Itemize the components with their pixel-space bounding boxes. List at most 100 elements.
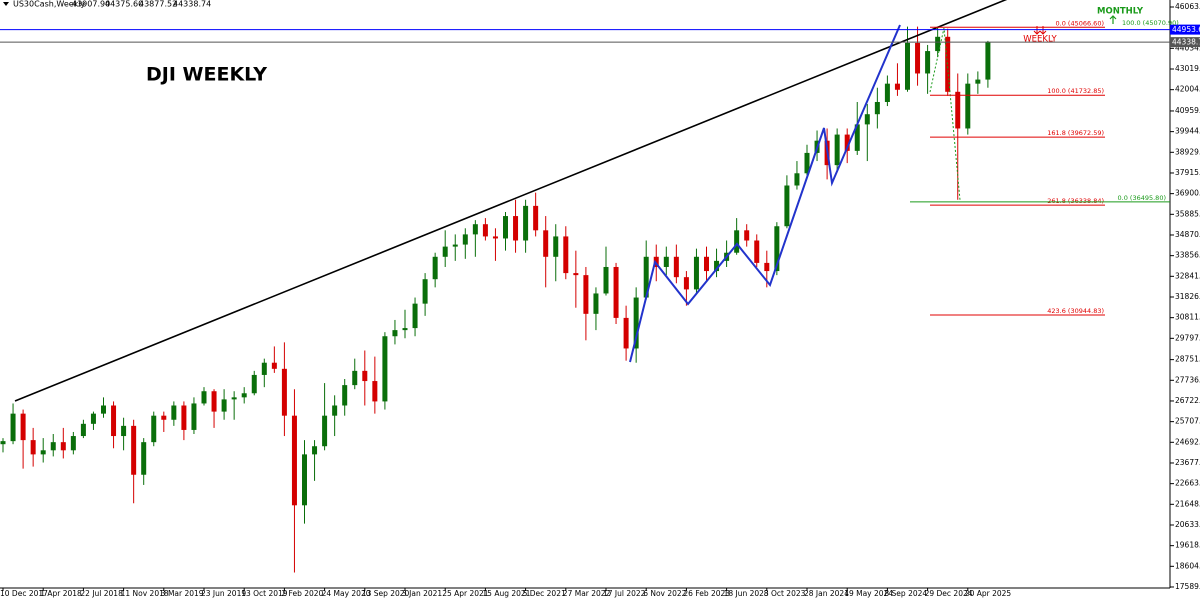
candle-body [864, 114, 870, 125]
y-tick-label: 36900.35 [1175, 189, 1200, 198]
candle-body [955, 91, 961, 129]
candle-body [80, 423, 86, 437]
candle-body [131, 425, 137, 475]
candle-body [573, 273, 579, 276]
y-tick-label: 34870.85 [1175, 230, 1200, 239]
candle-body [402, 328, 408, 331]
candle-body [583, 275, 589, 314]
candle-body [894, 83, 900, 90]
price-box-label: 44953.69 [1172, 25, 1200, 34]
price-box [1170, 24, 1200, 35]
y-tick-label: 44034.35 [1175, 43, 1200, 52]
x-tick-label: 10 Dec 2017 [0, 589, 48, 598]
y-tick-label: 28751.60 [1175, 355, 1200, 364]
candle-body [0, 441, 6, 445]
x-tick-label: 11 Nov 2018 [121, 589, 169, 598]
candle-body [251, 374, 257, 394]
candle-body [704, 256, 709, 272]
candle-body [804, 152, 810, 174]
y-tick-label: 31826.60 [1175, 292, 1200, 301]
header-value: 44338.74 [173, 0, 211, 9]
y-tick-label: 23677.85 [1175, 458, 1200, 467]
candle-body [543, 230, 549, 257]
candle-body [302, 454, 307, 506]
candle-body [312, 446, 318, 455]
x-tick-label: 17 Jul 2022 [603, 589, 646, 598]
y-tick-label: 33856.10 [1175, 251, 1200, 260]
candle-body [332, 405, 338, 416]
candle-body [553, 236, 559, 257]
candle-body [482, 224, 488, 237]
x-tick-label: 27 Mar 2022 [563, 589, 611, 598]
fib-label: 0.0 (45066.60) [1056, 19, 1105, 27]
candle-body [462, 234, 468, 245]
candle-body [382, 336, 388, 402]
candle-body [925, 51, 931, 74]
x-tick-label: 8 Sep 2024 [884, 589, 927, 598]
x-tick-label: 3 Mar 2019 [161, 589, 204, 598]
candle-body [965, 83, 971, 129]
candle-body [472, 224, 478, 235]
candle-body [432, 256, 438, 280]
y-tick-label: 43019.60 [1175, 64, 1200, 73]
candle-body [975, 79, 981, 84]
header-value: 43877.52 [139, 0, 177, 9]
candle-body [663, 256, 669, 267]
x-tick-label: 2 Feb 2020 [281, 589, 323, 598]
candle-body [874, 101, 880, 115]
candle-body [513, 216, 519, 241]
candle-body [503, 216, 508, 239]
candle-body [241, 393, 247, 398]
candle-body [945, 36, 951, 92]
candle-body [151, 415, 157, 443]
candle-body [121, 425, 127, 437]
candle-body [714, 260, 720, 272]
candle-body [754, 240, 760, 263]
candle-body [784, 185, 790, 227]
candle-body [101, 405, 106, 414]
candle-body [613, 266, 619, 318]
candle-body [643, 256, 649, 298]
candle-body [854, 124, 860, 151]
x-tick-label: 24 May 2020 [322, 589, 371, 598]
labels: US30Cash,Weekly DJI WEEKLY WEEKLY MONTHL… [3, 0, 1144, 86]
y-tick-label: 18604.10 [1175, 561, 1200, 570]
y-tick-label: 26722.10 [1175, 396, 1200, 405]
y-tick-label: 21648.35 [1175, 499, 1200, 508]
y-tick-label: 19618.85 [1175, 541, 1200, 550]
candle-body [452, 244, 458, 247]
candle-body [171, 405, 177, 420]
y-tick-label: 38929.85 [1175, 147, 1200, 156]
candle-body [141, 442, 147, 475]
zigzag [629, 24, 901, 363]
x-tick-label: 3 Jan 2021 [402, 589, 442, 598]
fib-label: 161.8 (39672.59) [1047, 129, 1104, 137]
candle-body [352, 370, 358, 386]
menu-icon [3, 2, 9, 6]
y-tick-label: 46063.80 [1175, 2, 1200, 11]
y-tick-label: 29797.10 [1175, 333, 1200, 342]
candle-body [191, 403, 197, 430]
candle-body [20, 413, 26, 441]
candle-body [40, 450, 46, 455]
candle-body [905, 42, 910, 90]
candle-body [623, 317, 629, 349]
candle-body [90, 413, 96, 424]
candle-body [683, 277, 689, 290]
y-tick-label: 40959.59 [1175, 106, 1200, 115]
y-tick-label: 17589.95 [1175, 582, 1200, 591]
x-tick-label: 28 Jan 2024 [804, 589, 849, 598]
x-tick-label: 23 Jun 2019 [201, 589, 246, 598]
candle-body [915, 42, 921, 74]
candle-body [533, 205, 539, 231]
candle-body [653, 256, 659, 267]
candle-body [774, 226, 780, 272]
candle-body [412, 303, 418, 329]
candle-body [985, 42, 991, 80]
arrow-icon [1109, 15, 1117, 24]
y-tick-label: 20633.60 [1175, 520, 1200, 529]
x-tick-label: 15 Aug 2021 [482, 589, 530, 598]
header-symbol: US30Cash,Weekly [13, 0, 86, 9]
overlay [14, 0, 1117, 402]
